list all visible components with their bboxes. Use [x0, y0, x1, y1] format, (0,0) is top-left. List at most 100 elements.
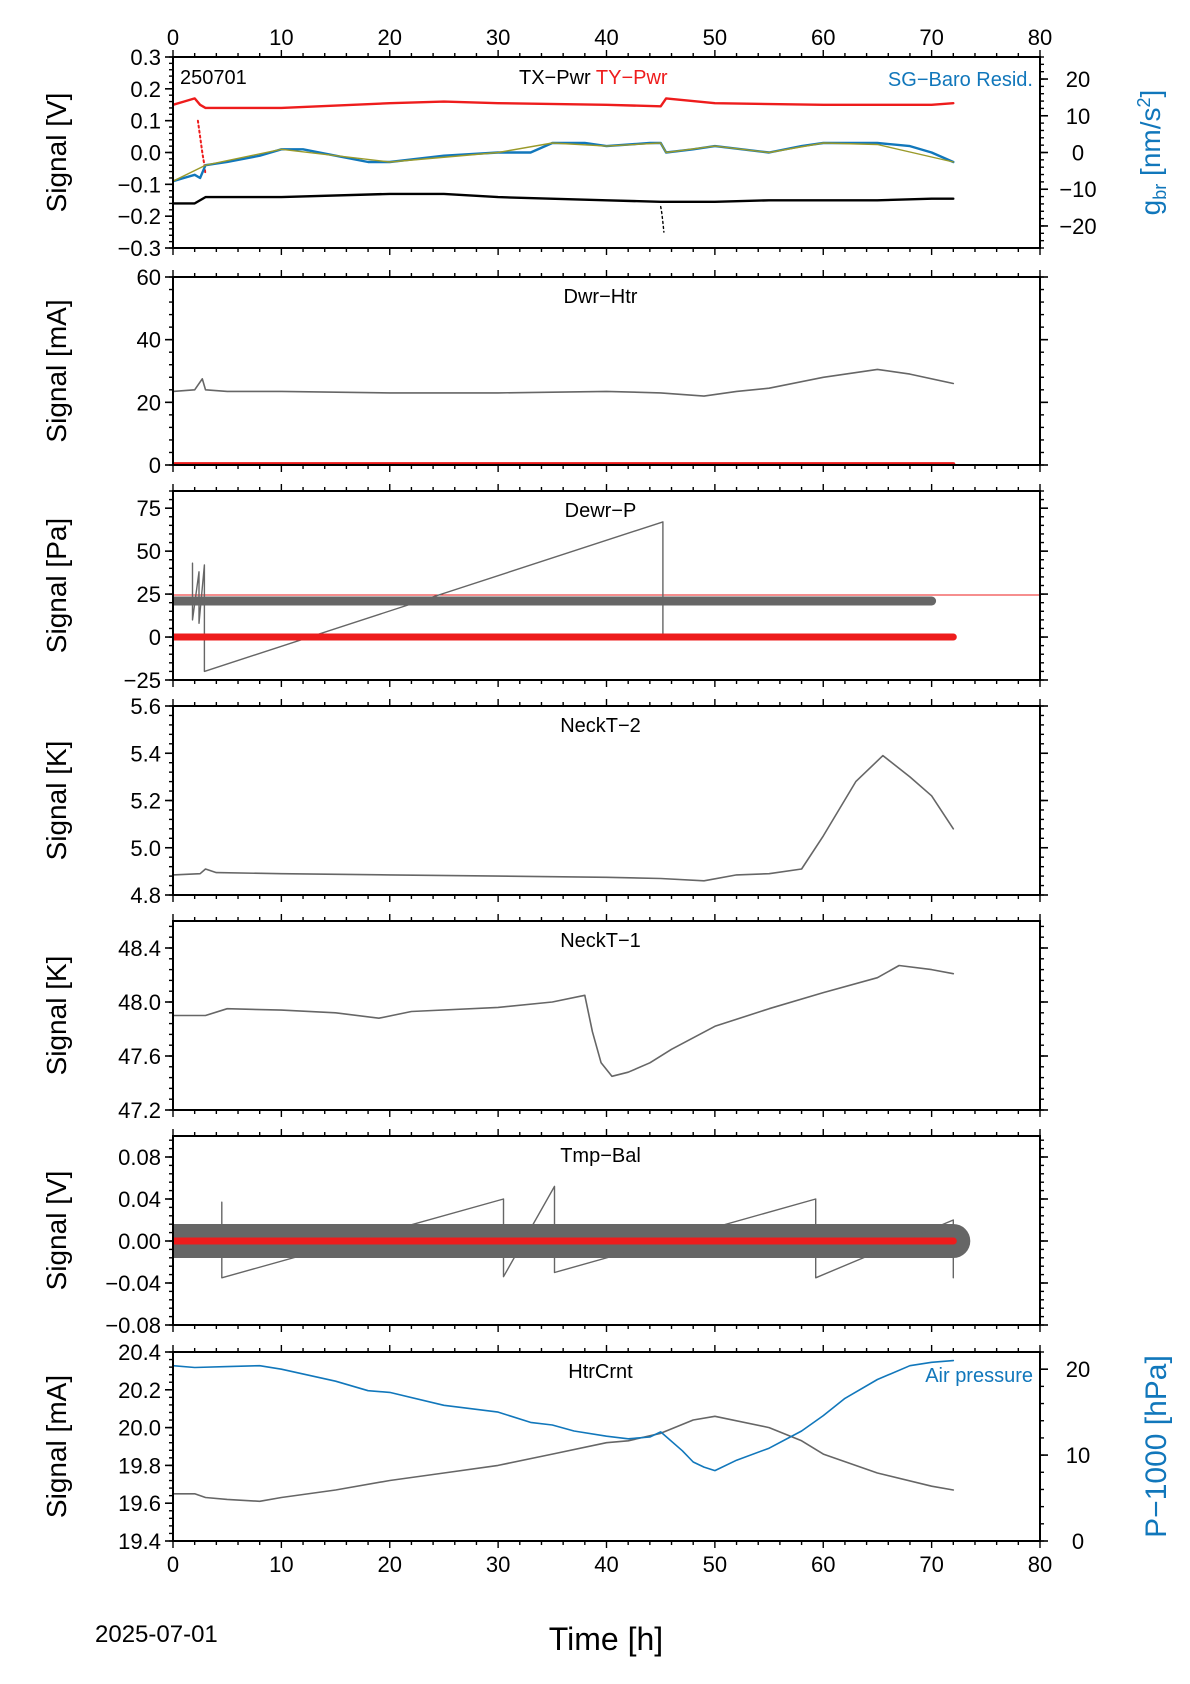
- y-tick-label: −0.3: [118, 236, 161, 261]
- series-gray-line: [173, 754, 955, 882]
- x-tick-label: 70: [919, 25, 943, 50]
- panel-title-2: TY−Pwr: [596, 67, 668, 89]
- x-tick-label: 30: [486, 1552, 510, 1577]
- y-tick-label: 20.0: [118, 1416, 161, 1441]
- y-tick-label: 20.2: [118, 1378, 161, 1403]
- y-tick-label: 40: [137, 328, 161, 353]
- series-red-line: [196, 119, 207, 176]
- x-tick-label: 30: [486, 25, 510, 50]
- y-tick-label: 0.3: [130, 45, 161, 70]
- series-black-line: [173, 192, 955, 205]
- y2label-sup: 2: [1134, 97, 1154, 107]
- x-axis-label: Time [h]: [549, 1621, 663, 1657]
- x-tick-label: 70: [919, 1552, 943, 1577]
- panel-title: Dewr−P: [565, 500, 637, 522]
- x-tick-label: 40: [594, 1552, 618, 1577]
- panel-title: NeckT−2: [560, 715, 641, 737]
- series-group: [173, 1359, 955, 1503]
- y-axis-label: Signal [K]: [41, 956, 72, 1076]
- y2-tick-label: 20: [1066, 67, 1090, 92]
- series-group: [173, 97, 955, 233]
- panel-p3: −25 0 25 50 75 Signal [Pa] Dewr−P: [41, 484, 1048, 693]
- y2label-main: g: [1135, 200, 1166, 216]
- y-tick-label: 47.6: [118, 1044, 161, 1069]
- y-tick-label: 5.6: [130, 694, 161, 719]
- series-group: [173, 754, 955, 882]
- x-tick-label: 40: [594, 25, 618, 50]
- y-tick-label: 0: [149, 625, 161, 650]
- panel-title-group: TX−Pwr TY−Pwr: [519, 67, 668, 89]
- y-axis-label: Signal [Pa]: [41, 518, 72, 653]
- panel-p1: −0.3−0.2−0.10.00.10.20.3−20−1001020Signa…: [41, 25, 1170, 261]
- y-tick-label: 5.2: [130, 789, 161, 814]
- y2label-sub: br: [1150, 184, 1170, 200]
- x-tick-label: 60: [811, 1552, 835, 1577]
- x-tick-label: 20: [378, 1552, 402, 1577]
- y2-tick-label: 0: [1072, 141, 1084, 166]
- y-tick-label: 19.8: [118, 1453, 161, 1478]
- series-group: [173, 368, 956, 465]
- y-tick-label: 20.4: [118, 1340, 161, 1365]
- x-tick-label: 60: [811, 25, 835, 50]
- y-axis-label: Signal [K]: [41, 741, 72, 861]
- series-blue-line: [173, 1359, 955, 1472]
- y2-tick-label: 10: [1066, 1443, 1090, 1468]
- panel-right-label: Air pressure: [925, 1365, 1033, 1387]
- y2-axis-label: gbr [nm/s2]: [1134, 90, 1170, 216]
- y-axis-label: Signal [V]: [41, 93, 72, 213]
- x-tick-label: 20: [378, 25, 402, 50]
- y-tick-label: 5.0: [130, 836, 161, 861]
- panel-title: NeckT−1: [560, 930, 641, 952]
- series-blue-line: [173, 141, 955, 183]
- y-tick-label: −0.04: [105, 1271, 161, 1296]
- y-tick-label: 47.2: [118, 1098, 161, 1123]
- y-tick-label: 50: [137, 539, 161, 564]
- x-tick-label: 80: [1028, 25, 1052, 50]
- y-tick-label: 75: [137, 496, 161, 521]
- y-axis-label: Signal [mA]: [41, 299, 72, 442]
- panel-p7: 19.4 19.6 19.8 20.0 20.2 20.4 0 10 20 Signal [mA]…: [41, 1340, 1173, 1577]
- series-olive-line: [173, 142, 954, 182]
- series-group: [173, 1185, 971, 1279]
- x-tick-label: 80: [1028, 1552, 1052, 1577]
- panel-corner-label: 250701: [180, 67, 247, 89]
- series-gray-line: [173, 964, 955, 1078]
- y-tick-label: 0: [149, 453, 161, 478]
- y2-tick-label: −20: [1059, 214, 1096, 239]
- y-tick-label: 19.6: [118, 1491, 161, 1516]
- panel-title: HtrCrnt: [568, 1361, 633, 1383]
- y-tick-label: 20: [137, 390, 161, 415]
- y-tick-label: 0.0: [130, 141, 161, 166]
- y2-tick-label: 0: [1072, 1529, 1084, 1554]
- y-axis-label: Signal [V]: [41, 1171, 72, 1291]
- x-tick-label: 10: [269, 25, 293, 50]
- date-label: 2025-07-01: [95, 1621, 218, 1648]
- panel-p6: −0.08 −0.04 0.00 0.04 0.08 Signal [V] Tmp−Bal: [41, 1129, 1048, 1338]
- y-tick-label: 48.0: [118, 990, 161, 1015]
- panel-right-label: SG−Baro Resid.: [888, 69, 1033, 91]
- y-tick-label: −0.1: [118, 172, 161, 197]
- x-tick-label: 50: [703, 25, 727, 50]
- series-group: [173, 521, 1040, 673]
- y-tick-label: 0.2: [130, 77, 161, 102]
- y-tick-label: 25: [137, 582, 161, 607]
- y-tick-label: 60: [137, 265, 161, 290]
- y2-tick-label: −10: [1059, 177, 1096, 202]
- y2-tick-label: 10: [1066, 104, 1090, 129]
- series-gray-line: [173, 1415, 955, 1503]
- series-group: [173, 964, 955, 1078]
- y-tick-label: 0.04: [118, 1187, 161, 1212]
- y-tick-label: −0.2: [118, 204, 161, 229]
- x-tick-label: 0: [167, 1552, 179, 1577]
- series-red-line: [173, 97, 955, 110]
- x-tick-label: 0: [167, 25, 179, 50]
- series-gray-line: [173, 368, 955, 397]
- panel-title: Tmp−Bal: [560, 1145, 641, 1167]
- panel-p4: 4.8 5.0 5.2 5.4 5.6 Signal [K] NeckT−2: [41, 694, 1048, 908]
- y-tick-label: −25: [124, 668, 161, 693]
- y2-tick-label: 20: [1066, 1357, 1090, 1382]
- y2label-tail: [nm/s: [1135, 107, 1166, 183]
- y-tick-label: −0.08: [105, 1313, 161, 1338]
- y-axis-label: Signal [mA]: [41, 1375, 72, 1518]
